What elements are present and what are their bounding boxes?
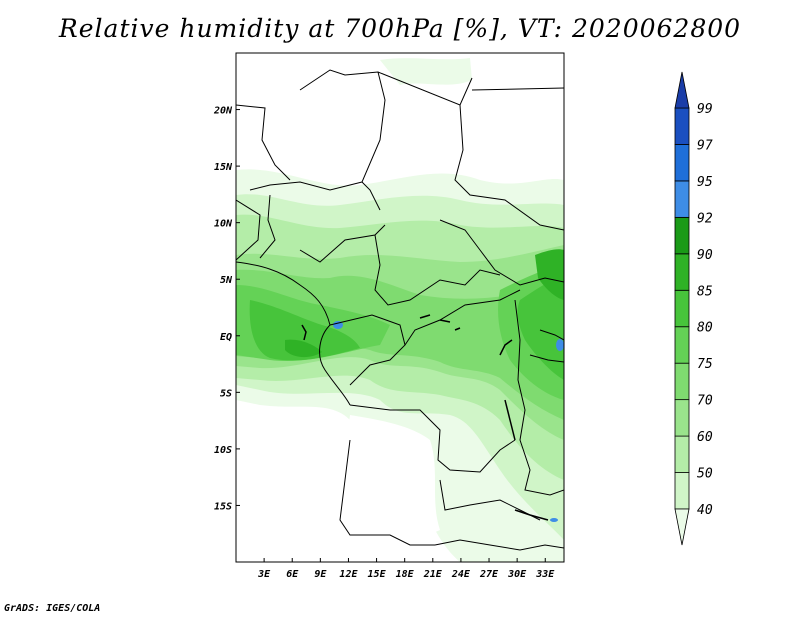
rh-spot-95-east [556, 339, 564, 351]
lon-tick-label: 15E [368, 569, 387, 580]
colorbar-segment [674, 362, 690, 401]
lon-tick-label: 6E [286, 569, 299, 580]
colorbar-label: 40 [697, 503, 713, 518]
lat-tick-label: 5S [220, 388, 232, 399]
latitude-axis: 20N 15N 10N 5N EQ 5S 10S 15S [213, 106, 240, 512]
lon-tick-label: 18E [396, 569, 415, 580]
colorbar-label: 97 [697, 138, 713, 153]
colorbar: 40 50 60 70 75 80 85 90 92 95 97 99 [674, 71, 713, 546]
rh-spot-95-south [550, 518, 558, 522]
colorbar-high-arrow [674, 71, 690, 109]
rh-contour-90b [535, 249, 564, 300]
map-title: Relative humidity at 700hPa [%], VT: 202… [58, 14, 742, 43]
rh-contour-75 [236, 262, 564, 420]
colorbar-label: 99 [697, 102, 713, 117]
longitude-axis: 3E 6E 9E 12E 15E 18E 21E 24E 27E 30E 33E [257, 558, 555, 580]
lon-tick-label: 27E [479, 569, 499, 580]
colorbar-segment [674, 472, 690, 510]
colorbar-segment [674, 216, 690, 255]
colorbar-label: 70 [697, 394, 713, 409]
colorbar-segment [674, 435, 690, 473]
lon-tick-label: 9E [314, 569, 327, 580]
colorbar-segment [674, 289, 690, 328]
colorbar-segment [674, 180, 690, 218]
country-borders [236, 69, 564, 551]
map-frame [235, 52, 565, 563]
colorbar-segment [674, 326, 690, 364]
lat-tick-label: 15N [214, 162, 233, 173]
colorbar-label: 80 [697, 321, 713, 336]
colorbar-label: 60 [697, 430, 713, 445]
colorbar-label: 85 [697, 284, 713, 299]
lat-tick-label: 10S [214, 445, 232, 456]
rh-contour-85b [517, 275, 564, 380]
rh-gap-south [346, 415, 440, 539]
lon-tick-label: 24E [451, 569, 471, 580]
lon-tick-label: 12E [339, 569, 358, 580]
lon-tick-label: 30E [507, 569, 527, 580]
lat-tick-label: 10N [214, 219, 233, 230]
colorbar-segment [674, 399, 690, 437]
colorbar-label: 92 [697, 211, 713, 226]
colorbar-low-arrow [674, 508, 690, 546]
colorbar-segment [674, 144, 690, 182]
lat-tick-label: 5N [220, 275, 233, 286]
humidity-field [236, 58, 564, 562]
rh-contour-90 [285, 339, 322, 358]
lakes [301, 314, 549, 521]
colorbar-label: 75 [697, 357, 713, 372]
lat-tick-label: 15S [214, 501, 232, 512]
rh-contour-40b [380, 58, 472, 85]
lon-tick-label: 3E [257, 569, 271, 580]
lat-tick-label: EQ [220, 332, 232, 343]
colorbar-label: 95 [697, 175, 713, 190]
colorbar-segment [674, 253, 690, 291]
lon-tick-label: 21E [423, 569, 443, 580]
colorbar-label: 90 [697, 248, 713, 263]
lat-tick-label: 20N [213, 106, 233, 117]
colorbar-label: 50 [697, 467, 713, 482]
lon-tick-label: 33E [535, 569, 555, 580]
colorbar-segment [674, 107, 690, 145]
grads-credit: GrADS: IGES/COLA [4, 603, 101, 614]
